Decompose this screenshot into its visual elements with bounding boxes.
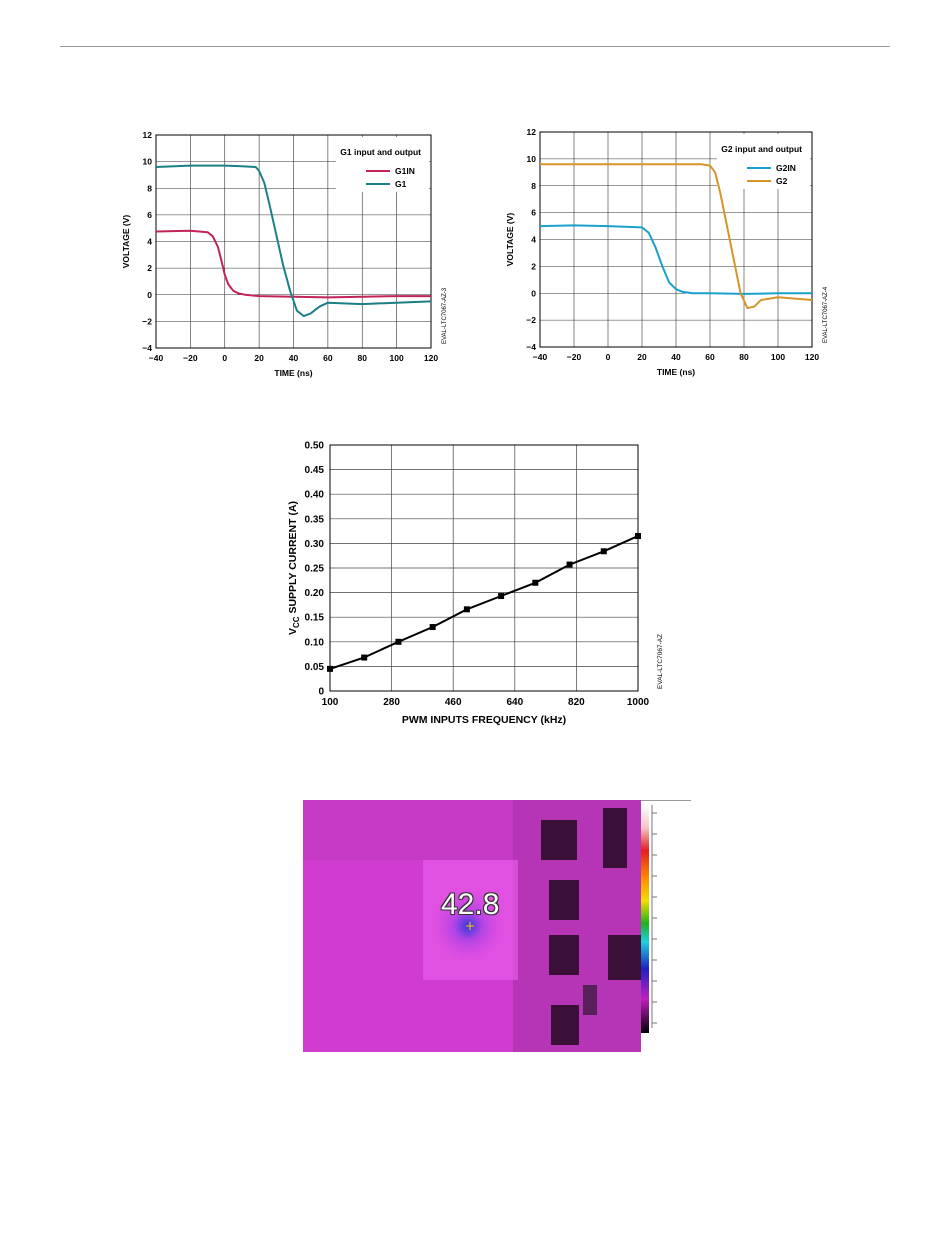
x-tick-label: 120: [424, 353, 438, 363]
series-line-g1: [155, 164, 432, 318]
y-tick-label: 0.20: [305, 588, 325, 599]
data-point: [429, 624, 436, 631]
x-tick-label: 60: [323, 353, 333, 363]
x-tick-label: 60: [705, 352, 715, 362]
y-axis-label: VOLTAGE (V): [505, 213, 515, 267]
x-axis-label: PWM INPUTS FREQUENCY (kHz): [402, 714, 566, 726]
y-tick-label: 8: [531, 181, 536, 191]
data-point: [532, 579, 539, 586]
y-tick-label: 0: [147, 290, 152, 300]
y-tick-label: 10: [527, 154, 537, 164]
y-tick-label: 0.30: [305, 539, 325, 550]
series-line-g2: [540, 163, 813, 309]
x-axis-label: TIME (ns): [657, 367, 695, 377]
chart-title: G2 input and output: [721, 144, 802, 154]
legend-label: G1IN: [395, 166, 415, 176]
x-tick-label: 1000: [627, 697, 650, 708]
x-tick-label: 0: [606, 352, 611, 362]
x-tick-label: 0: [222, 353, 227, 363]
y-tick-label: 0.35: [305, 514, 325, 525]
legend-label: G2: [776, 176, 788, 186]
y-axis-label: VOLTAGE (V): [121, 215, 131, 269]
y-tick-label: 4: [531, 235, 536, 245]
x-axis-label: TIME (ns): [274, 368, 312, 378]
series-line-supply-current: [329, 535, 639, 670]
chart-title: G1 input and output: [340, 147, 421, 157]
thermal-color-scale: [641, 800, 691, 1033]
series-line-g1in: [155, 229, 431, 299]
legend-box: [336, 137, 429, 192]
x-tick-label: 80: [739, 352, 749, 362]
y-tick-label: 6: [531, 208, 536, 218]
data-point: [600, 548, 607, 555]
y-tick-label: 0.25: [305, 564, 325, 575]
x-tick-label: 120: [805, 352, 819, 362]
data-point: [635, 533, 641, 540]
legend-label: G1: [395, 179, 407, 189]
figure-id-label: EVAL-LTC7067-AZ-4: [823, 286, 829, 343]
x-tick-label: −20: [567, 352, 582, 362]
y-tick-label: 0.45: [305, 465, 325, 476]
x-tick-label: −40: [533, 352, 548, 362]
y-tick-label: 10: [143, 157, 153, 167]
plot-frame: [329, 444, 639, 692]
page-header-rule: [60, 46, 890, 47]
x-tick-label: 640: [506, 697, 523, 708]
y-tick-label: 12: [143, 130, 153, 140]
y-tick-label: 0.50: [305, 441, 325, 452]
legend-box: [717, 134, 810, 189]
data-point: [395, 638, 402, 645]
y-tick-label: 4: [147, 237, 152, 247]
y-tick-label: 0.15: [305, 613, 325, 624]
thermal-image: 42.8: [303, 800, 641, 1052]
x-tick-label: 40: [671, 352, 681, 362]
y-tick-label: 2: [531, 261, 536, 271]
y-tick-label: 0.10: [305, 637, 325, 648]
plot-frame: [539, 131, 813, 348]
x-tick-label: 80: [358, 353, 368, 363]
legend-label: G2IN: [776, 163, 796, 173]
figure-id-label: EVAL-LTC7067-AZ: [657, 634, 664, 689]
figure-id-label: EVAL-LTC7067-AZ-3: [442, 287, 448, 344]
y-tick-label: 0.40: [305, 490, 325, 501]
y-tick-label: 12: [527, 127, 537, 137]
x-tick-label: 460: [445, 697, 462, 708]
y-tick-label: −4: [142, 343, 152, 353]
y-tick-label: 0: [318, 687, 324, 698]
data-point: [361, 654, 368, 661]
y-tick-label: 0: [531, 288, 536, 298]
y-tick-label: −2: [526, 315, 536, 325]
x-tick-label: 40: [289, 353, 299, 363]
plot-frame: [155, 134, 432, 349]
y-tick-label: 6: [147, 210, 152, 220]
y-tick-label: 2: [147, 263, 152, 273]
x-tick-label: −20: [183, 353, 198, 363]
y-tick-label: −4: [526, 342, 536, 352]
x-tick-label: −40: [149, 353, 164, 363]
y-tick-label: 0.05: [305, 662, 325, 673]
data-point: [566, 561, 573, 568]
x-tick-label: 100: [390, 353, 404, 363]
y-tick-label: 8: [147, 183, 152, 193]
x-tick-label: 280: [383, 697, 400, 708]
series-line-g2in: [539, 224, 812, 295]
data-point: [498, 593, 505, 600]
x-tick-label: 100: [322, 697, 339, 708]
data-point: [463, 606, 470, 613]
x-tick-label: 20: [637, 352, 647, 362]
y-tick-label: −2: [142, 316, 152, 326]
temperature-reading: 42.8: [441, 888, 500, 921]
x-tick-label: 20: [254, 353, 264, 363]
data-point: [327, 665, 333, 672]
x-tick-label: 820: [568, 697, 585, 708]
x-tick-label: 100: [771, 352, 785, 362]
y-axis-label: VCC SUPPLY CURRENT (A): [287, 501, 301, 635]
